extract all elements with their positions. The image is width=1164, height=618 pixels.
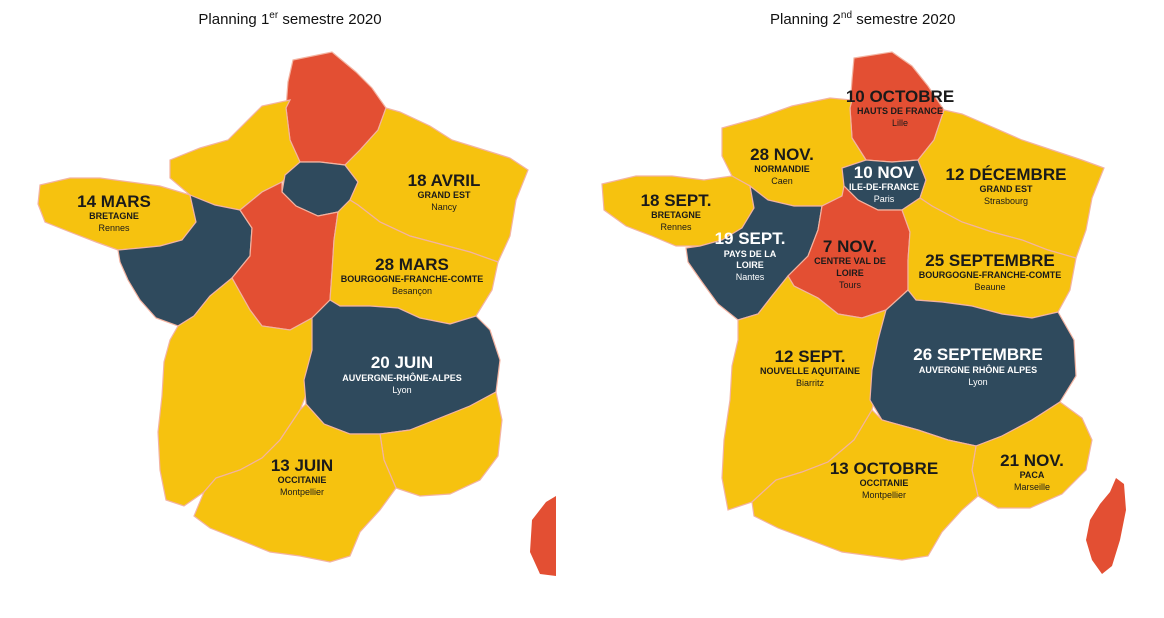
france-map: 10 OCTOBRE HAUTS DE FRANCE Lille 28 NOV.… <box>601 51 1126 574</box>
label-region: OCCITANIE <box>860 478 909 488</box>
panel-title: Planning 1er semestre 2020 <box>0 10 580 28</box>
region-corse <box>1086 478 1126 574</box>
label-date: 12 DÉCEMBRE <box>946 165 1067 184</box>
label-date: 14 MARS <box>77 192 151 211</box>
title-suffix: semestre 2020 <box>852 11 956 28</box>
label-region: NOUVELLE AQUITAINE <box>760 366 860 376</box>
label-paca: 21 NOV. PACA Marseille <box>1000 451 1064 492</box>
label-region: HAUTS DE FRANCE <box>857 106 943 116</box>
label-city: Lyon <box>968 377 987 387</box>
label-city: Lyon <box>392 385 411 395</box>
label-nouvelle-aquitaine: 12 SEPT. NOUVELLE AQUITAINE Biarritz <box>760 347 860 388</box>
label-date: 18 AVRIL <box>408 171 481 190</box>
label-city: Tours <box>839 280 862 290</box>
label-city: Montpellier <box>280 487 324 497</box>
label-city: Nancy <box>431 202 457 212</box>
title-suffix: semestre 2020 <box>278 11 382 28</box>
map-panel-first-semester: Planning 1er semestre 2020 14 MARS BRETA… <box>0 0 580 618</box>
label-region: BOURGOGNE-FRANCHE-COMTE <box>341 274 484 284</box>
label-region: GRAND EST <box>417 190 471 200</box>
label-region: NORMANDIE <box>754 164 810 174</box>
label-bourgogne-franche-comte: 25 SEPTEMBRE BOURGOGNE-FRANCHE-COMTE Bea… <box>919 251 1062 292</box>
label-date: 10 NOV <box>854 163 915 182</box>
map-panel-second-semester: Planning 2nd semestre 2020 10 OCTOBRE HA… <box>582 0 1164 618</box>
label-bretagne: 18 SEPT. BRETAGNE Rennes <box>641 191 712 232</box>
region-occitanie <box>751 409 979 561</box>
label-date: 26 SEPTEMBRE <box>913 345 1042 364</box>
label-city: Paris <box>874 194 895 204</box>
label-normandie: 28 NOV. NORMANDIE Caen <box>750 145 814 186</box>
label-region-line2: LOIRE <box>836 268 864 278</box>
label-region: OCCITANIE <box>278 475 327 485</box>
label-region: ILE-DE-FRANCE <box>849 182 919 192</box>
label-region: PACA <box>1020 470 1045 480</box>
label-date: 25 SEPTEMBRE <box>925 251 1054 270</box>
label-city: Nantes <box>736 272 765 282</box>
label-region: BOURGOGNE-FRANCHE-COMTE <box>919 270 1062 280</box>
label-city: Marseille <box>1014 482 1050 492</box>
label-region: BRETAGNE <box>89 211 139 221</box>
label-region-line2: LOIRE <box>736 260 764 270</box>
label-grand-est: 18 AVRIL GRAND EST Nancy <box>408 171 481 212</box>
label-bourgogne-franche-comte: 28 MARS BOURGOGNE-FRANCHE-COMTE Besançon <box>341 255 484 296</box>
france-map: 14 MARS BRETAGNE Rennes 18 AVRIL GRAND E… <box>37 51 556 576</box>
label-region: GRAND EST <box>979 184 1033 194</box>
panel-title: Planning 2nd semestre 2020 <box>770 10 955 28</box>
label-date: 18 SEPT. <box>641 191 712 210</box>
label-date: 21 NOV. <box>1000 451 1064 470</box>
title-text: Planning 1 <box>198 11 270 28</box>
label-city: Beaune <box>974 282 1005 292</box>
label-date: 10 OCTOBRE <box>846 87 954 106</box>
label-region: AUVERGNE-RHÔNE-ALPES <box>342 372 462 383</box>
label-date: 28 NOV. <box>750 145 814 164</box>
title-superscript: er <box>269 10 279 21</box>
label-date: 20 JUIN <box>371 353 433 372</box>
label-region: AUVERGNE RHÔNE ALPES <box>919 364 1037 375</box>
label-hauts-de-france: 10 OCTOBRE HAUTS DE FRANCE Lille <box>846 87 954 128</box>
label-date: 28 MARS <box>375 255 449 274</box>
label-occitanie: 13 OCTOBRE OCCITANIE Montpellier <box>830 459 938 500</box>
label-city: Rennes <box>660 222 692 232</box>
label-city: Rennes <box>98 223 130 233</box>
label-auvergne-rhone-alpes: 20 JUIN AUVERGNE-RHÔNE-ALPES Lyon <box>342 353 462 395</box>
label-region: PAYS DE LA <box>724 249 777 259</box>
label-occitanie: 13 JUIN OCCITANIE Montpellier <box>271 456 333 497</box>
label-region: BRETAGNE <box>651 210 701 220</box>
title-superscript: nd <box>840 10 853 21</box>
label-date: 12 SEPT. <box>775 347 846 366</box>
label-centre-val-de-loire: 7 NOV. CENTRE VAL DE LOIRE Tours <box>814 237 886 290</box>
label-ile-de-france: 10 NOV ILE-DE-FRANCE Paris <box>849 163 919 204</box>
label-date: 19 SEPT. <box>715 229 786 248</box>
label-auvergne-rhone-alpes: 26 SEPTEMBRE AUVERGNE RHÔNE ALPES Lyon <box>913 345 1042 387</box>
label-date: 7 NOV. <box>823 237 877 256</box>
region-occitanie <box>193 403 397 563</box>
label-city: Biarritz <box>796 378 825 388</box>
label-city: Montpellier <box>862 490 906 500</box>
label-pays-de-la-loire: 19 SEPT. PAYS DE LA LOIRE Nantes <box>715 229 786 282</box>
label-grand-est: 12 DÉCEMBRE GRAND EST Strasbourg <box>946 165 1067 206</box>
label-city: Caen <box>771 176 793 186</box>
label-city: Besançon <box>392 286 432 296</box>
region-corse <box>530 496 556 576</box>
label-city: Strasbourg <box>984 196 1028 206</box>
label-date: 13 JUIN <box>271 456 333 475</box>
label-date: 13 OCTOBRE <box>830 459 938 478</box>
label-city: Lille <box>892 118 908 128</box>
label-region: CENTRE VAL DE <box>814 256 886 266</box>
label-bretagne: 14 MARS BRETAGNE Rennes <box>77 192 151 233</box>
title-text: Planning 2 <box>770 11 841 28</box>
